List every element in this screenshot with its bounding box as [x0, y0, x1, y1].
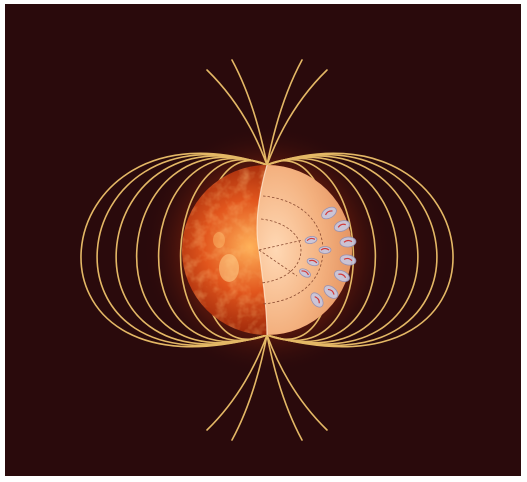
field-line-polar [231, 334, 268, 441]
radiative-zone-boundary [262, 195, 324, 305]
field-line-polar [266, 59, 303, 166]
radius-line-2 [258, 249, 298, 277]
field-line-polar [266, 334, 303, 441]
field-line-right [266, 158, 355, 342]
sun-illustration-svg [5, 4, 521, 476]
core-boundary [260, 218, 302, 284]
convection-cell [304, 235, 318, 245]
flow-arrow [320, 247, 330, 251]
field-line-right [266, 156, 398, 344]
flow-arrow [338, 273, 347, 278]
field-line-right [266, 155, 419, 345]
sun-sphere [182, 164, 357, 336]
convection-cell [339, 236, 357, 248]
radius-line-1 [258, 239, 304, 251]
interior-layers [258, 195, 324, 305]
field-line-right [266, 157, 377, 343]
convection-cell [339, 254, 357, 266]
flow-arrow [343, 239, 353, 243]
flow-arrow [327, 288, 335, 295]
field-line-left [115, 155, 268, 345]
active-region-2 [213, 232, 225, 248]
flow-arrow [308, 259, 318, 264]
convection-cell [318, 246, 332, 254]
field-line-left [80, 152, 268, 348]
field-line-right [266, 152, 454, 348]
sun-illustration [5, 4, 521, 476]
convection-cell [310, 292, 324, 308]
flow-arrow [337, 223, 346, 228]
field-line-left [157, 157, 268, 343]
flow-arrow [314, 296, 320, 304]
convection-cell [323, 285, 339, 299]
field-line-left [136, 156, 268, 344]
field-line-polar [266, 334, 328, 431]
field-line-right [266, 153, 438, 347]
field-line-left [179, 158, 268, 342]
flow-arrow [324, 210, 333, 216]
active-region [219, 254, 239, 282]
convection-cell [333, 220, 351, 232]
field-line-polar [266, 69, 328, 166]
convection-cell [321, 206, 337, 220]
field-line-polar [231, 59, 268, 166]
flow-arrow [306, 237, 316, 242]
flow-arrow [343, 257, 353, 262]
field-line-polar [206, 334, 268, 431]
convection-cells [299, 206, 357, 308]
field-line-polar [206, 69, 268, 166]
convection-cell [334, 269, 350, 283]
flow-arrow [301, 270, 310, 276]
field-line-left [96, 153, 268, 347]
